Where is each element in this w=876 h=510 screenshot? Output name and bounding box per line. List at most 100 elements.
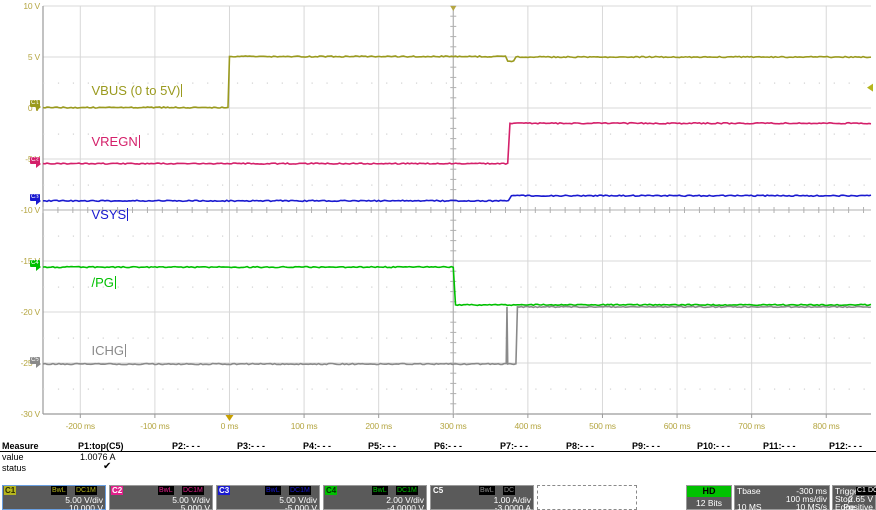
grid-dot xyxy=(863,235,865,237)
grid-dot xyxy=(87,388,89,390)
grid-dot xyxy=(341,184,343,186)
grid-dot xyxy=(669,82,671,84)
channel-descriptor-bar[interactable]: C1 BwL DC1M 5.00 V/div 10.000 V C2 BwL DC1M 5.00… xyxy=(0,485,876,510)
grid-dot xyxy=(147,286,149,288)
sample-rate: 10 MS/s xyxy=(795,502,827,510)
trace-label-c5[interactable]: ICHG xyxy=(91,343,126,358)
grid-dot xyxy=(788,184,791,186)
grid-dot xyxy=(117,388,119,390)
measure-param-name[interactable]: P3:- - - xyxy=(237,441,265,451)
grid-dot xyxy=(550,286,552,288)
grid-dot xyxy=(684,82,686,84)
grid-dot xyxy=(609,286,612,288)
grid-dot xyxy=(445,82,448,84)
grid-dot xyxy=(371,184,373,186)
channel-bandwidth-limit-c1[interactable]: BwL xyxy=(51,486,67,495)
x-axis-tick-label: 400 ms xyxy=(514,421,542,431)
waveform-plot[interactable] xyxy=(0,0,876,440)
measure-param-name[interactable]: P4:- - - xyxy=(303,441,331,451)
channel-box-c4[interactable]: C4 BwL DC1M 2.00 V/div -4.0000 V xyxy=(323,485,427,510)
grid-dot xyxy=(102,337,104,339)
ground-marker-c4[interactable]: C4 xyxy=(30,260,40,268)
channel-bandwidth-limit-c3[interactable]: BwL xyxy=(265,486,281,495)
channel-offset-c3[interactable]: -5.000 V xyxy=(284,503,317,510)
grid-dot xyxy=(341,82,343,84)
channel-offset-c4[interactable]: -4.0000 V xyxy=(387,503,424,510)
ground-marker-c3[interactable]: C3 xyxy=(30,193,40,201)
grid-dot xyxy=(207,82,209,84)
channel-offset-c2[interactable]: 5.000 V xyxy=(180,503,210,510)
channel-offset-c5[interactable]: -3.0000 A xyxy=(494,503,531,510)
grid-dot xyxy=(669,235,671,237)
channel-bandwidth-limit-c4[interactable]: BwL xyxy=(372,486,388,495)
grid-dot xyxy=(490,133,492,135)
channel-coupling-c4[interactable]: DC1M xyxy=(396,486,418,495)
grid-dot xyxy=(609,184,612,186)
grid-dot xyxy=(311,82,313,84)
ground-marker-c2[interactable]: C2 xyxy=(30,156,40,164)
channel-coupling-c3[interactable]: DC1M xyxy=(289,486,311,495)
channel-box-c3[interactable]: C3 BwL DC1M 5.00 V/div -5.000 V xyxy=(216,485,320,510)
measure-param-name[interactable]: P5:- - - xyxy=(368,441,396,451)
measure-param-name[interactable]: P10:- - - xyxy=(697,441,731,451)
measure-param-name[interactable]: P8:- - - xyxy=(566,441,594,451)
measure-param-name[interactable]: P12:- - - xyxy=(829,441,863,451)
channel-box-c1[interactable]: C1 BwL DC1M 5.00 V/div 10.000 V xyxy=(2,485,106,510)
grid-dot xyxy=(445,337,448,339)
channel-bandwidth-limit-c2[interactable]: BwL xyxy=(158,486,174,495)
channel-scale-c3[interactable]: 5.00 V/div xyxy=(279,495,317,505)
channel-coupling-c2[interactable]: DC1M xyxy=(182,486,204,495)
ground-marker-c1[interactable]: C1 xyxy=(30,100,40,108)
channel-id-c4: C4 xyxy=(325,486,338,495)
measure-param-name[interactable]: P11:- - - xyxy=(763,441,796,451)
grid-dot xyxy=(699,184,701,186)
grid-dot xyxy=(699,235,701,237)
channel-box-c5[interactable]: C5 BwL DC 1.00 A/div -3.0000 A xyxy=(430,485,534,510)
measure-param-name[interactable]: P2:- - - xyxy=(172,441,200,451)
empty-descriptor-slot[interactable] xyxy=(537,485,637,510)
measure-param-name[interactable]: P6:- - - xyxy=(434,441,462,451)
channel-offset-c1[interactable]: 10.000 V xyxy=(68,503,103,510)
measure-param-name[interactable]: P9:- - - xyxy=(632,441,660,451)
trace-label-c3[interactable]: VSYS xyxy=(91,207,129,222)
trigger-box[interactable]: Trigger C1 DC Stop 2.65 V Edge Positive xyxy=(832,485,876,510)
channel-bandwidth-limit-c5[interactable]: BwL xyxy=(479,486,495,495)
grid-dot xyxy=(624,235,627,237)
grid-dot xyxy=(236,235,239,237)
grid-dot xyxy=(490,235,492,237)
trace-label-c4[interactable]: /PG xyxy=(91,275,116,290)
grid-dot xyxy=(222,235,224,237)
acquisition-resolution-box[interactable]: HD 12 Bits xyxy=(686,485,732,510)
grid-dot xyxy=(177,388,179,390)
grid-dot xyxy=(356,388,358,390)
grid-dot xyxy=(654,286,656,288)
channel-coupling-c1[interactable]: DC1M xyxy=(75,486,97,495)
ground-arrow-c2 xyxy=(36,159,41,168)
channel-coupling-c5[interactable]: DC xyxy=(503,486,516,495)
grid-dot xyxy=(565,235,567,237)
waveform-svg[interactable] xyxy=(0,0,876,440)
grid-dot xyxy=(595,286,597,288)
grid-dot xyxy=(729,286,731,288)
channel-scale-c4[interactable]: 2.00 V/div xyxy=(386,495,424,505)
timebase-box[interactable]: Tbase -300 ms 100 ms/div 10 MS 10 MS/s xyxy=(734,485,830,510)
measure-param-name[interactable]: P1:top(C5) xyxy=(78,441,124,451)
grid-dot xyxy=(744,184,746,186)
grid-dot xyxy=(386,337,388,339)
channel-scale-c1[interactable]: 5.00 V/div xyxy=(65,495,103,505)
grid-dot xyxy=(460,82,462,84)
grid-dot xyxy=(490,388,492,390)
measure-param-name[interactable]: P7:- - - xyxy=(500,441,528,451)
channel-box-c2[interactable]: C2 BwL DC1M 5.00 V/div 5.000 V xyxy=(109,485,213,510)
grid-dot xyxy=(714,133,716,135)
grid-dot xyxy=(57,184,60,186)
grid-dot xyxy=(505,82,507,84)
trace-label-c2[interactable]: VREGN xyxy=(91,134,140,149)
channel-scale-c5[interactable]: 1.00 A/div xyxy=(493,495,531,505)
grid-dot xyxy=(520,82,522,84)
grid-dot xyxy=(341,286,343,288)
grid-dot xyxy=(281,388,283,390)
trace-label-c1[interactable]: VBUS (0 to 5V) xyxy=(91,83,183,98)
channel-scale-c2[interactable]: 5.00 V/div xyxy=(172,495,210,505)
ground-marker-c5[interactable]: C5 xyxy=(30,357,40,365)
